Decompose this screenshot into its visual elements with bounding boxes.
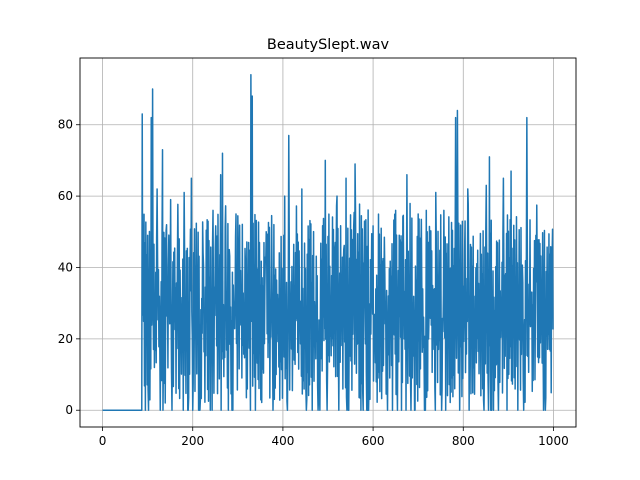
x-tick-label: 200 [181, 434, 204, 448]
chart-title: BeautySlept.wav [267, 37, 390, 53]
x-axis: 0 200 400 600 800 1000 [99, 427, 569, 448]
y-tick-label: 0 [65, 403, 73, 417]
series-line [102, 74, 554, 411]
x-tick-label: 600 [362, 434, 385, 448]
y-axis: 0 20 40 60 80 [58, 118, 80, 417]
axes-frame [79, 57, 577, 428]
x-tick-label: 0 [99, 434, 107, 448]
y-tick-label: 60 [58, 189, 73, 203]
x-tick-label: 800 [452, 434, 475, 448]
y-tick-label: 20 [58, 332, 73, 346]
y-tick-label: 40 [58, 260, 73, 274]
x-tick-label: 1000 [538, 434, 569, 448]
y-tick-label: 80 [58, 118, 73, 132]
series-layer [102, 74, 554, 411]
x-tick-label: 400 [271, 434, 294, 448]
